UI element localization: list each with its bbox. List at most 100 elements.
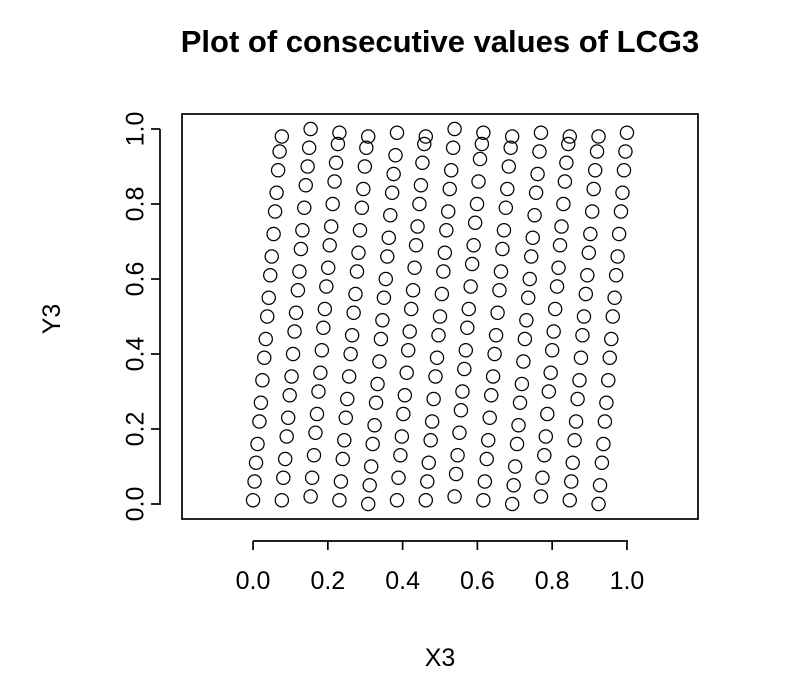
scatter-point	[564, 474, 579, 489]
scatter-point	[605, 309, 620, 324]
scatter-point	[332, 125, 347, 140]
scatter-point	[397, 388, 413, 403]
y-axis-label: Y3	[38, 304, 66, 335]
scatter-point	[267, 204, 283, 219]
scatter-point	[295, 223, 310, 238]
scatter-point	[300, 159, 315, 174]
scatter-point	[327, 174, 342, 189]
scatter-point	[348, 286, 363, 302]
scatter-point	[487, 346, 502, 362]
scatter-point	[405, 283, 421, 298]
scatter-point	[346, 305, 361, 320]
scatter-point	[561, 136, 576, 152]
scatter-point	[532, 144, 547, 159]
scatter-point	[512, 395, 528, 410]
scatter-point	[583, 226, 598, 242]
y-axis-tick-label: 0.4	[122, 337, 150, 372]
scatter-point	[544, 343, 560, 358]
scatter-point	[434, 286, 450, 302]
scatter-point	[396, 406, 411, 422]
scatter-point	[572, 373, 587, 388]
scatter-point	[457, 361, 472, 377]
scatter-point	[586, 181, 601, 197]
scatter-point	[272, 144, 287, 159]
scatter-point	[527, 208, 542, 223]
scatter-point	[287, 324, 302, 339]
scatter-point	[258, 331, 273, 347]
scatter-point	[248, 455, 264, 470]
scatter-point	[384, 185, 400, 200]
scatter-point	[301, 140, 317, 155]
scatter-point	[357, 159, 373, 174]
scatter-point	[599, 395, 614, 410]
y-axis: 0.0 0.2 0.4 0.6 0.8 1.0	[122, 112, 161, 521]
scatter-point	[591, 496, 606, 512]
scatter-point	[488, 328, 504, 343]
scatter-point	[448, 466, 464, 482]
scatter-point	[410, 219, 425, 234]
scatter-point	[280, 410, 296, 425]
scatter-point	[279, 429, 294, 444]
scatter-point	[610, 249, 625, 264]
x-axis-label: X3	[425, 644, 456, 672]
scatter-point	[517, 331, 533, 347]
scatter-point	[559, 155, 574, 170]
scatter-point	[533, 489, 549, 504]
scatter-point	[261, 290, 276, 305]
scatter-point	[453, 403, 469, 418]
scatter-point	[477, 474, 493, 489]
scatter-point	[389, 125, 405, 140]
scatter-point	[492, 283, 507, 298]
scatter-point	[525, 230, 540, 245]
scatter-point	[373, 331, 389, 347]
scatter-point	[330, 136, 346, 152]
scatter-point	[288, 305, 304, 320]
scatter-point	[602, 350, 617, 365]
scatter-point	[323, 219, 339, 234]
scatter-point	[554, 219, 569, 234]
scatter-point	[363, 459, 379, 474]
scatter-point	[332, 493, 347, 508]
scatter-point	[496, 223, 512, 238]
scatter-point	[402, 324, 417, 339]
scatter-point	[255, 373, 270, 388]
scatter-point	[257, 350, 272, 365]
scatter-point	[247, 474, 262, 489]
scatter-point	[316, 320, 331, 335]
scatter-point	[562, 493, 577, 508]
scatter-point	[619, 125, 635, 140]
scatter-point	[400, 343, 416, 358]
scatter-point	[503, 140, 518, 155]
scatter-point	[292, 264, 307, 279]
scatter-point	[546, 324, 561, 339]
x-axis: 0.0 0.2 0.4 0.6 0.8 1.0	[236, 540, 645, 595]
scatter-point	[311, 384, 326, 399]
scatter-point	[356, 181, 371, 197]
scatter-point	[253, 395, 269, 410]
scatter-point	[592, 478, 608, 493]
scatter-point	[277, 451, 293, 467]
x-axis-tick-label: 1.0	[610, 567, 645, 595]
scatter-point	[418, 129, 434, 144]
scatter-point	[556, 196, 571, 212]
scatter-point	[362, 478, 377, 493]
scatter-point	[303, 121, 318, 137]
scatter-point	[413, 178, 429, 193]
scatter-point	[431, 328, 446, 343]
scatter-point	[252, 414, 267, 429]
x-axis-tick-label: 0.0	[236, 567, 271, 595]
scatter-point	[575, 328, 590, 343]
scatter-point	[354, 200, 370, 215]
scatter-point	[376, 290, 392, 305]
scatter-point	[344, 328, 360, 343]
scatter-point	[418, 493, 434, 508]
scatter-point	[540, 406, 555, 422]
scatter-point	[501, 159, 517, 174]
scatter-point	[509, 436, 525, 452]
scatter-point	[591, 129, 606, 144]
scatter-point	[260, 309, 275, 324]
scatter-point	[581, 245, 597, 260]
scatter-point	[570, 391, 585, 407]
scatter-point	[269, 185, 284, 200]
